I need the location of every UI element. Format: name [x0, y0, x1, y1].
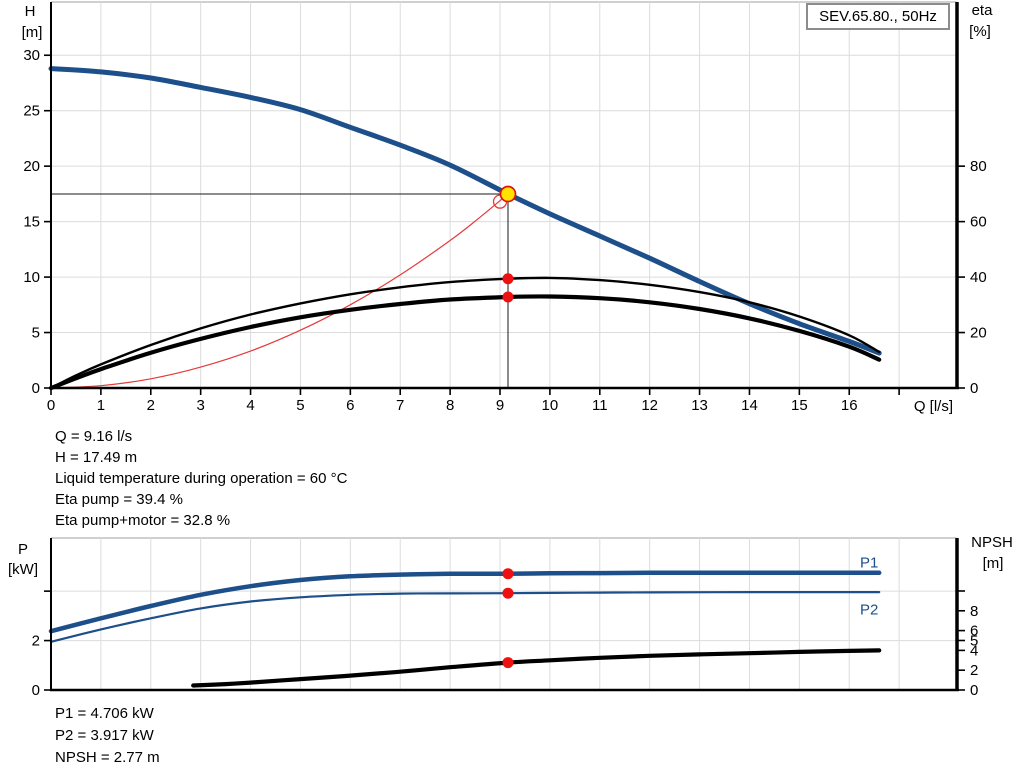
- p2-duty-dot: [502, 587, 514, 599]
- result-eta-pump: Eta pump = 39.4 %: [55, 491, 183, 508]
- x-tick-label: 6: [346, 397, 354, 414]
- y-left-tick-label: 15: [23, 214, 40, 231]
- x-tick-label: 9: [496, 397, 504, 414]
- y-left-tick-label: 25: [23, 103, 40, 120]
- x-tick-label: 8: [446, 397, 454, 414]
- x-axis-title: Q [l/s]: [914, 398, 953, 415]
- x-tick-label: 16: [841, 397, 858, 414]
- system-curve: [50, 193, 509, 389]
- pump-type-label: SEV.65.80., 50Hz: [819, 8, 937, 25]
- y-right-axis-title: [m]: [983, 555, 1004, 572]
- y-left-tick-label: 30: [23, 47, 40, 64]
- x-tick-label: 12: [641, 397, 658, 414]
- y-right-axis-title: NPSH: [971, 534, 1013, 551]
- y-left-axis-title: H: [25, 3, 36, 20]
- pump-type-box: SEV.65.80., 50Hz: [806, 3, 950, 30]
- y-right-tick-label: 80: [970, 158, 987, 175]
- p2-curve-label: P2: [860, 602, 878, 619]
- duty-point[interactable]: [499, 185, 517, 203]
- p1-duty-dot: [502, 568, 514, 580]
- result-p1: P1 = 4.706 kW: [55, 705, 154, 722]
- eta-pump-duty-dot: [502, 273, 514, 285]
- result-p2: P2 = 3.917 kW: [55, 727, 154, 744]
- eta-pump-motor-duty-dot: [502, 291, 514, 303]
- x-tick-label: 4: [246, 397, 254, 414]
- x-tick-label: 2: [147, 397, 155, 414]
- y-right-tick-label: 0: [970, 380, 978, 397]
- x-tick-label: 13: [691, 397, 708, 414]
- x-tick-label: 3: [196, 397, 204, 414]
- y-left-tick-label: 2: [32, 633, 40, 650]
- eta-pump-curve: [49, 276, 881, 390]
- y-right-tick-label: 5: [970, 632, 978, 649]
- power-npsh-results: P1 = 4.706 kW P2 = 3.917 kW NPSH = 2.77 …: [55, 703, 160, 769]
- y-left-tick-label: 5: [32, 325, 40, 342]
- y-right-axis-title: [%]: [969, 23, 991, 40]
- y-left-tick-label: 0: [32, 380, 40, 397]
- y-right-tick-label: 0: [970, 682, 978, 699]
- result-q: Q = 9.16 l/s: [55, 428, 133, 445]
- y-left-tick-label: 10: [23, 269, 40, 286]
- x-tick-label: 5: [296, 397, 304, 414]
- y-right-axis-title: eta: [972, 2, 994, 19]
- x-tick-label: 0: [47, 397, 55, 414]
- x-tick-label: 7: [396, 397, 404, 414]
- x-tick-label: 1: [97, 397, 105, 414]
- y-right-tick-label: 20: [970, 325, 987, 342]
- result-eta-pump-motor: Eta pump+motor = 32.8 %: [55, 512, 231, 529]
- y-left-tick-label: 0: [32, 682, 40, 699]
- duty-point-results: Q = 9.16 l/s H = 17.49 m Liquid temperat…: [55, 426, 347, 531]
- y-left-axis-title: [m]: [22, 24, 43, 41]
- y-right-tick-label: 2: [970, 662, 978, 679]
- y-left-axis-title: [kW]: [8, 561, 38, 578]
- npsh-duty-dot: [502, 657, 514, 669]
- y-right-tick-label: 4: [970, 642, 978, 659]
- y-left-axis-title: P: [18, 541, 28, 558]
- y-right-tick-label: 6: [970, 623, 978, 640]
- eta-pump-motor-curve: [48, 294, 882, 391]
- result-liquid-temperature: Liquid temperature during operation = 60…: [55, 470, 348, 487]
- p1-curve-label: P1: [860, 555, 878, 572]
- x-tick-label: 11: [592, 397, 608, 414]
- npsh-curve: [191, 648, 882, 688]
- p1-curve: [48, 570, 882, 634]
- p2-curve: [49, 590, 881, 643]
- x-tick-label: 14: [741, 397, 758, 414]
- pump-head-curve: [48, 66, 882, 356]
- result-h: H = 17.49 m: [55, 449, 138, 466]
- y-right-tick-label: 8: [970, 603, 978, 620]
- y-right-tick-label: 60: [970, 214, 987, 231]
- y-left-tick-label: 20: [23, 158, 40, 175]
- x-tick-label: 15: [791, 397, 808, 414]
- x-tick-label: 10: [542, 397, 559, 414]
- y-right-tick-label: 40: [970, 269, 987, 286]
- result-npsh: NPSH = 2.77 m: [55, 749, 160, 766]
